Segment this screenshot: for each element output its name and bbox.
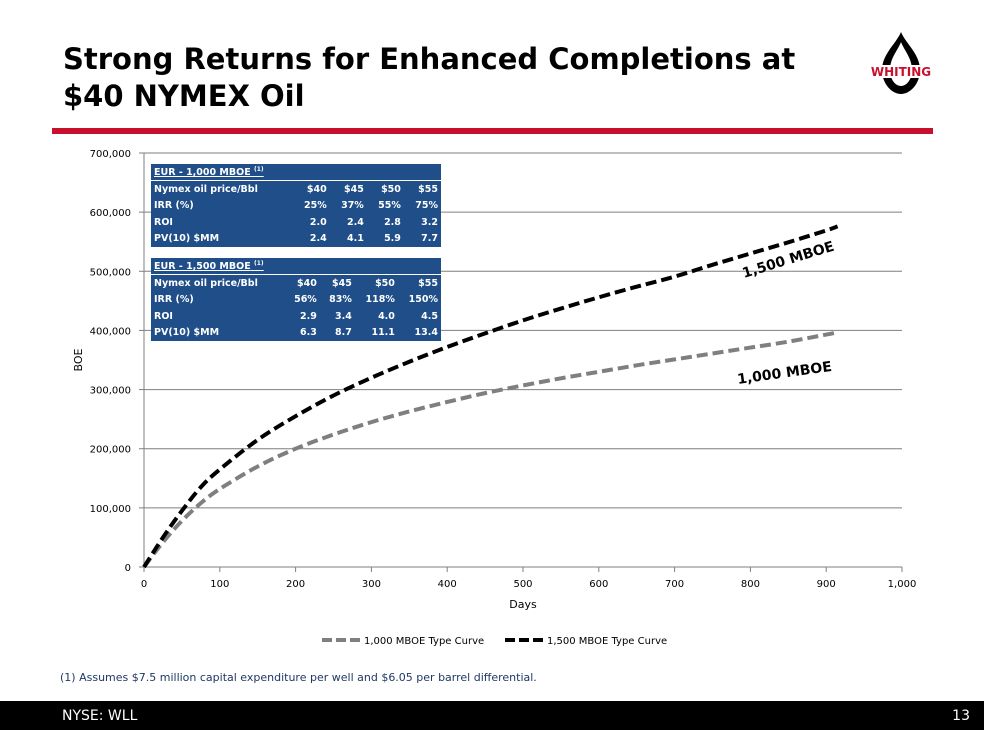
chart-legend: 1,000 MBOE Type Curve 1,500 MBOE Type Cur… xyxy=(322,636,667,647)
axes: 0 100,000 200,000 300,000 400,000 500,000 600,… xyxy=(90,149,917,590)
eur-1500-table: EUR - 1,500 MBOE (1) Nymex oil price/Bbl… xyxy=(151,258,441,341)
y-tick-label: 200,000 xyxy=(90,445,131,456)
x-tick-label: 0 xyxy=(141,579,147,590)
series-1500-mboe-line xyxy=(142,224,839,569)
y-tick-label: 500,000 xyxy=(90,267,131,278)
price-cell: $50 xyxy=(375,277,395,289)
y-tick-label: 600,000 xyxy=(90,208,131,219)
x-tick-label: 700 xyxy=(665,579,684,590)
table-row: IRR (%) 25% 37% 55% 75% xyxy=(154,199,438,211)
ticker-label: NYSE: WLL xyxy=(62,708,138,724)
price-cell: $55 xyxy=(418,183,438,195)
logo-text: WHITING xyxy=(871,65,931,79)
table-row: PV(10) $MM 6.3 8.7 11.1 13.4 xyxy=(154,327,438,339)
y-tick-label: 0 xyxy=(125,563,131,574)
title-divider xyxy=(52,128,933,134)
price-cell: $45 xyxy=(332,277,352,289)
footnote: (1) Assumes $7.5 million capital expendi… xyxy=(60,671,537,684)
table-row: ROI 2.9 3.4 4.0 4.5 xyxy=(154,310,438,322)
price-header-label: Nymex oil price/Bbl xyxy=(154,277,258,289)
curve-label-1500-mboe: 1,500 MBOE xyxy=(740,239,836,282)
price-header-label: Nymex oil price/Bbl xyxy=(154,183,258,195)
x-tick-label: 300 xyxy=(362,579,381,590)
x-tick-label: 900 xyxy=(817,579,836,590)
type-curve-chart: 0 100,000 200,000 300,000 400,000 500,000 600,… xyxy=(72,149,917,647)
title-line-1: Strong Returns for Enhanced Completions … xyxy=(63,42,796,76)
y-tick-label: 700,000 xyxy=(90,149,131,160)
price-cell: $50 xyxy=(381,183,401,195)
y-axis-label: BOE xyxy=(72,348,85,371)
table-row: ROI 2.0 2.4 2.8 3.2 xyxy=(154,216,438,228)
x-tick-label: 400 xyxy=(438,579,457,590)
legend-label: 1,000 MBOE Type Curve xyxy=(364,636,484,647)
series-1000-mboe-line xyxy=(142,330,838,569)
x-axis-label: Days xyxy=(509,598,537,611)
table-row: PV(10) $MM 2.4 4.1 5.9 7.7 xyxy=(154,233,438,245)
curve-label-1000-mboe: 1,000 MBOE xyxy=(736,359,833,388)
slide-title: Strong Returns for Enhanced Completions … xyxy=(63,41,843,115)
y-tick-label: 400,000 xyxy=(90,326,131,337)
table-caption: EUR - 1,500 MBOE (1) xyxy=(151,258,441,276)
x-tick-label: 200 xyxy=(286,579,305,590)
price-cell: $45 xyxy=(343,183,364,195)
eur-1000-table: EUR - 1,000 MBOE (1) Nymex oil price/Bbl… xyxy=(151,164,441,247)
whiting-logo: WHITING xyxy=(864,32,938,94)
curve-labels: 1,000 MBOE 1,500 MBOE xyxy=(736,239,836,388)
y-tick-label: 100,000 xyxy=(90,504,131,515)
x-tick-label: 100 xyxy=(210,579,229,590)
title-line-2: $40 NYMEX Oil xyxy=(63,79,305,113)
x-tick-label: 500 xyxy=(513,579,532,590)
page-number: 13 xyxy=(952,708,970,724)
price-cell: $40 xyxy=(296,277,317,289)
y-tick-label: 300,000 xyxy=(90,386,131,397)
series xyxy=(142,224,839,569)
x-tick-label: 800 xyxy=(741,579,760,590)
table-row: IRR (%) 56% 83% 118% 150% xyxy=(154,293,438,305)
table-caption: EUR - 1,000 MBOE (1) xyxy=(151,164,441,182)
footer-bar: NYSE: WLL 13 xyxy=(0,701,984,730)
x-tick-label: 600 xyxy=(589,579,608,590)
legend-label: 1,500 MBOE Type Curve xyxy=(547,636,667,647)
x-tick-label: 1,000 xyxy=(888,579,917,590)
price-cell: $40 xyxy=(306,183,327,195)
price-cell: $55 xyxy=(418,277,438,289)
